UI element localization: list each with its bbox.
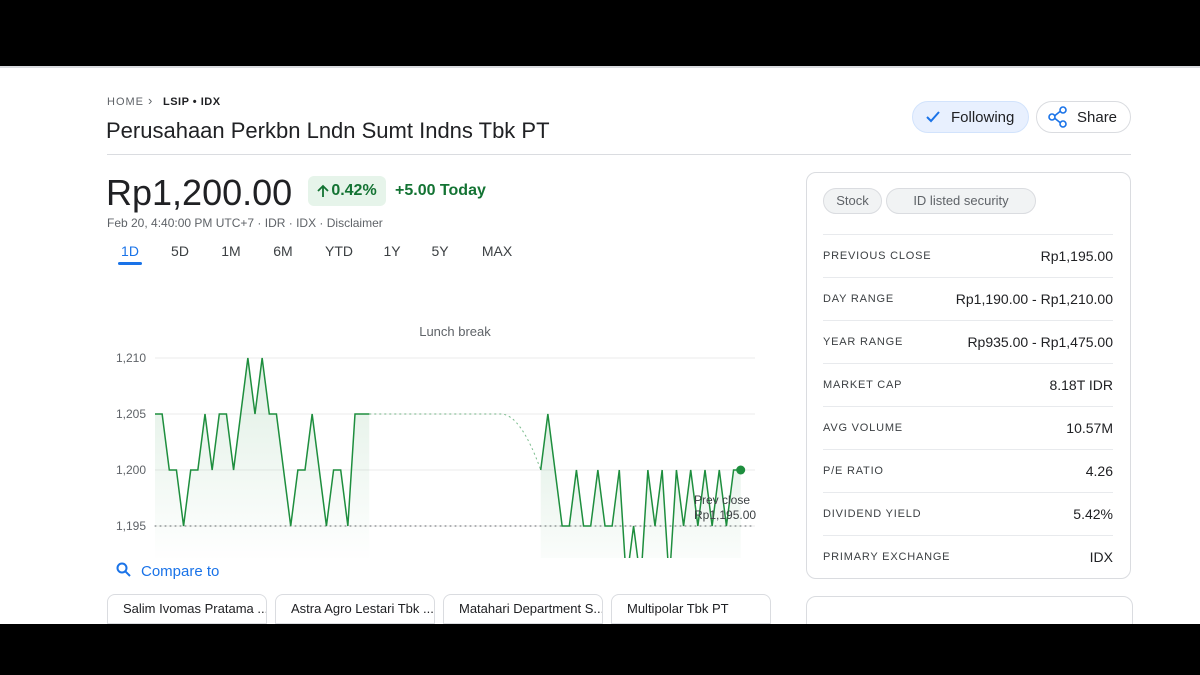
stat-label: AVG VOLUME (823, 422, 903, 434)
search-icon (116, 562, 131, 577)
stat-label: PRIMARY EXCHANGE (823, 551, 951, 563)
stat-value: IDX (1089, 549, 1113, 565)
breadcrumb-home[interactable]: HOME (107, 96, 144, 108)
next-panel (806, 596, 1133, 624)
range-tab[interactable]: 1D (121, 243, 139, 259)
prev-close-label: Rp1,195.00 (694, 508, 756, 522)
price: Rp1,200.00 (106, 172, 293, 213)
stat-divider (823, 406, 1113, 407)
range-tab[interactable]: 1Y (383, 243, 401, 259)
range-tab[interactable]: 1M (221, 243, 241, 259)
stat-value: 10.57M (1066, 420, 1113, 436)
y-tick-label: 1,210 (116, 351, 146, 365)
following-label: Following (951, 108, 1015, 126)
check-icon (926, 111, 940, 123)
area (155, 358, 370, 558)
stat-value: Rp1,195.00 (1040, 248, 1113, 264)
share-button[interactable]: Share (1036, 101, 1131, 133)
stat-value: Rp1,190.00 - Rp1,210.00 (955, 291, 1113, 307)
stat-label: P/E RATIO (823, 465, 884, 477)
share-label: Share (1077, 108, 1118, 126)
change-chip: 0.42% (308, 176, 386, 206)
compare-label[interactable]: Compare to (141, 563, 220, 580)
share-icon (1048, 106, 1067, 128)
range-tab[interactable]: MAX (481, 243, 513, 259)
stat-label: PREVIOUS CLOSE (823, 250, 932, 262)
stat-divider (823, 492, 1113, 493)
stat-label: YEAR RANGE (823, 336, 904, 348)
range-tab[interactable]: 6M (273, 243, 293, 259)
range-tab[interactable]: 5D (171, 243, 189, 259)
range-underline (118, 262, 142, 265)
y-tick-label: 1,200 (116, 463, 146, 477)
stat-divider (823, 363, 1113, 364)
y-tick-label: 1,195 (116, 519, 146, 533)
change-pct: 0.42% (331, 182, 377, 199)
stat-label: DAY RANGE (823, 293, 894, 305)
stat-value: 4.26 (1085, 463, 1113, 479)
quote-meta: Feb 20, 4:40:00 PM UTC+7 · IDR · IDX · D… (107, 216, 383, 230)
stat-divider (823, 234, 1113, 235)
stat-chip[interactable]: ID listed security (886, 188, 1036, 214)
lunch-break-label: Lunch break (419, 324, 491, 339)
area (540, 414, 741, 558)
stat-value: 8.18T IDR (1049, 377, 1113, 393)
stat-label: DIVIDEND YIELD (823, 508, 922, 520)
last-point (736, 465, 746, 475)
breadcrumb-ticker: LSIP • IDX (163, 96, 221, 108)
stat-divider (823, 320, 1113, 321)
breadcrumb-sep: › (148, 93, 153, 108)
following-button[interactable]: Following (912, 101, 1029, 133)
stat-divider (823, 535, 1113, 536)
content: HOME › LSIP • IDX Perusahaan Perkbn Lndn… (0, 66, 1200, 624)
lunch-break-connector (369, 413, 542, 471)
stat-chip[interactable]: Stock (823, 188, 882, 214)
compare-card[interactable]: Multipolar Tbk PT (611, 594, 771, 624)
stat-value: 5.42% (1073, 506, 1113, 522)
stat-divider (823, 277, 1113, 278)
price-line (539, 413, 741, 558)
stat-value: Rp935.00 - Rp1,475.00 (967, 334, 1113, 350)
price-line (155, 357, 370, 527)
compare-card[interactable]: Matahari Department S... (443, 594, 603, 624)
range-tab[interactable]: YTD (325, 243, 353, 259)
stats-panel (806, 172, 1131, 579)
company-title: Perusahaan Perkbn Lndn Sumt Indns Tbk PT (106, 118, 550, 143)
compare-card[interactable]: Salim Ivomas Pratama ... (107, 594, 267, 624)
prev-close-label: Prev close (694, 493, 750, 507)
change-today: +5.00 Today (395, 182, 486, 199)
stat-label: MARKET CAP (823, 379, 903, 391)
stat-divider (823, 449, 1113, 450)
compare-card[interactable]: Astra Agro Lestari Tbk ... (275, 594, 435, 624)
up-arrow (317, 184, 329, 197)
divider (107, 154, 1131, 155)
range-tab[interactable]: 5Y (431, 243, 449, 259)
y-tick-label: 1,205 (116, 407, 146, 421)
